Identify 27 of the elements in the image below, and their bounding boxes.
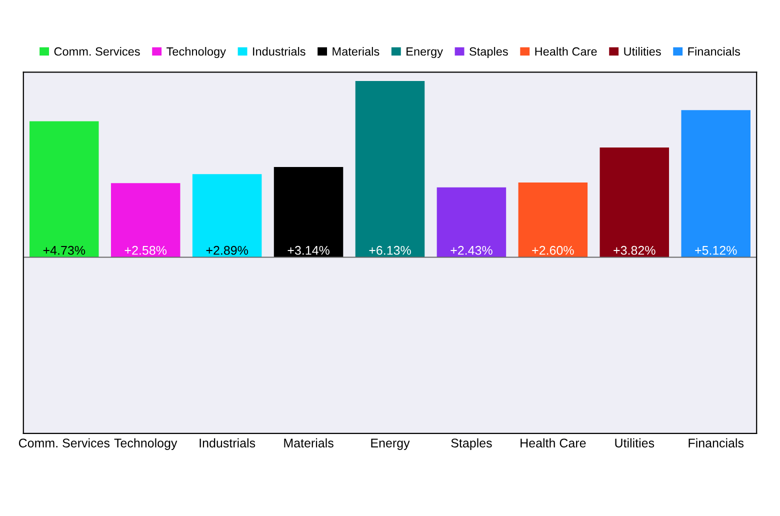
legend-label: Technology — [166, 47, 226, 58]
x-tick-label: Utilities — [615, 438, 654, 448]
x-tick-label: Comm. Services — [18, 438, 110, 448]
x-tick-label: Materials — [284, 438, 334, 448]
data-label: +3.82% — [614, 246, 656, 255]
data-label: +5.12% — [695, 246, 737, 255]
data-label: +2.58% — [124, 246, 167, 255]
data-label: +2.60% — [532, 246, 574, 255]
x-tick-label: Technology — [114, 438, 178, 450]
x-tick-label: Health Care — [520, 438, 586, 448]
legend-label: Health Care — [535, 47, 597, 56]
data-label: +2.89% — [206, 246, 248, 255]
legend-label: Utilities — [624, 47, 661, 56]
data-label: +4.73% — [43, 246, 86, 255]
x-tick-label: Financials — [688, 438, 744, 448]
legend-label: Materials — [332, 47, 380, 56]
x-tick-label: Staples — [451, 438, 492, 450]
legend-label: Staples — [470, 47, 508, 58]
legend-label: Financials — [688, 47, 740, 56]
legend-label: Energy — [406, 47, 443, 58]
x-tick-label: Energy — [371, 438, 410, 450]
legend-label: Industrials — [253, 47, 306, 56]
data-label: +3.14% — [288, 246, 330, 255]
data-label: +6.13% — [369, 246, 411, 255]
legend-label: Comm. Services — [54, 47, 140, 56]
data-label: +2.43% — [450, 246, 492, 255]
x-tick-label: Industrials — [200, 438, 256, 448]
